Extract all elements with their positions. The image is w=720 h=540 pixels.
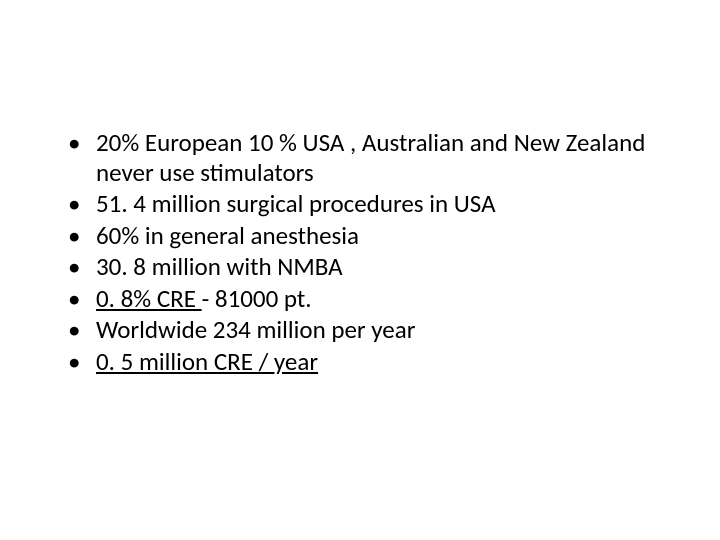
bullet-text: 20% European 10 % USA , Australian and N…: [96, 127, 645, 188]
bullet-text-underlined: 0. 8% CRE: [96, 283, 202, 314]
slide: 20% European 10 % USA , Australian and N…: [0, 0, 720, 540]
list-item: 0. 8% CRE - 81000 pt.: [60, 284, 660, 314]
list-item: 60% in general anesthesia: [60, 221, 660, 251]
list-item: Worldwide 234 million per year: [60, 315, 660, 345]
list-item: 51. 4 million surgical procedures in USA: [60, 189, 660, 219]
bullet-text: 30. 8 million with NMBA: [96, 251, 343, 282]
bullet-list: 20% European 10 % USA , Australian and N…: [60, 128, 660, 376]
bullet-text: Worldwide 234 million per year: [96, 314, 415, 345]
bullet-text-underlined: 0. 5 million CRE / year: [96, 346, 318, 377]
bullet-text: 60% in general anesthesia: [96, 220, 359, 251]
bullet-text: 51. 4 million surgical procedures in USA: [96, 188, 496, 219]
list-item: 30. 8 million with NMBA: [60, 252, 660, 282]
bullet-text: - 81000 pt.: [202, 283, 312, 314]
list-item: 20% European 10 % USA , Australian and N…: [60, 128, 660, 187]
list-item: 0. 5 million CRE / year: [60, 347, 660, 377]
